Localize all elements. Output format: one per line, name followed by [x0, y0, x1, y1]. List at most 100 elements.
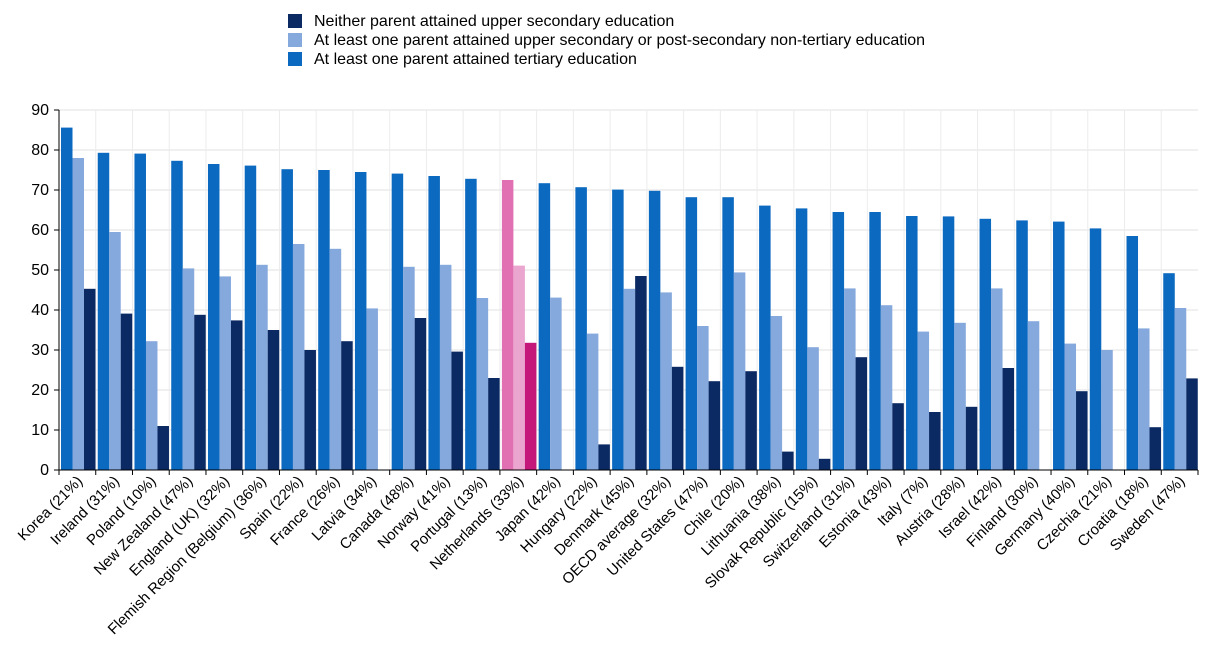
- bar-1-4: [194, 314, 206, 470]
- bar-3-21: [795, 208, 808, 470]
- bar-3-14: [538, 183, 551, 470]
- bar-3-26: [979, 218, 992, 470]
- bar-1-30: [1149, 427, 1162, 470]
- bar-3-18: [685, 197, 698, 470]
- x-axis-category-labels: Korea (21%)Ireland (31%)Poland (10%)New …: [15, 473, 1189, 638]
- bar-1-3: [157, 426, 169, 470]
- bar-3-27: [1016, 220, 1028, 470]
- y-axis-ticks: 0 10 20 30 40 50 60 70 80 90: [31, 102, 59, 479]
- bar-3-25: [942, 216, 955, 470]
- bar-1-22: [855, 357, 868, 470]
- bar-3-4: [171, 160, 183, 471]
- bar-2-29: [1101, 350, 1113, 470]
- bar-2-25: [954, 322, 966, 470]
- bar-3-3: [134, 153, 146, 470]
- bar-1-10: [414, 318, 427, 470]
- bar-3-8: [318, 170, 330, 470]
- y-tick-label-40: 40: [31, 302, 49, 319]
- bar-1-31: [1186, 378, 1198, 470]
- bar-1-21: [818, 458, 831, 470]
- y-tick-label-80: 80: [31, 142, 49, 159]
- bar-3-17: [648, 190, 661, 471]
- bar-1-25: [965, 406, 978, 470]
- legend-label-3: At least one parent attained tertiary ed…: [314, 51, 637, 68]
- bar-2-11: [439, 264, 452, 470]
- bar-3-29: [1089, 228, 1102, 470]
- y-tick-label-60: 60: [31, 222, 49, 239]
- bar-1-1: [84, 288, 96, 470]
- legend-swatch-1: [288, 14, 302, 28]
- y-tick-label-70: 70: [31, 182, 49, 199]
- bar-2-14: [550, 297, 562, 470]
- chart-axes: [58, 110, 1199, 475]
- bar-1-7: [304, 350, 316, 470]
- bar-3-1: [61, 127, 73, 470]
- bar-3-31: [1163, 273, 1175, 470]
- bar-3-30: [1126, 236, 1139, 470]
- bar-1-17: [671, 366, 684, 470]
- bar-3-12: [465, 178, 477, 471]
- chart-bars: [61, 127, 1198, 471]
- bar-2-30: [1138, 328, 1150, 470]
- y-tick-label-30: 30: [31, 342, 49, 359]
- bar-2-4: [182, 268, 195, 470]
- bar-2-31: [1174, 308, 1187, 470]
- bar-2-3: [145, 341, 158, 470]
- bar-3-5: [207, 164, 220, 470]
- legend-label-1: Neither parent attained upper secondary …: [314, 13, 674, 30]
- bar-3-11: [428, 176, 440, 470]
- bar-3-13: [501, 180, 514, 470]
- bar-1-24: [929, 412, 941, 470]
- bar-3-20: [759, 205, 771, 470]
- bar-3-22: [832, 212, 845, 470]
- bar-2-27: [1027, 321, 1040, 470]
- bar-1-18: [708, 381, 721, 470]
- bar-1-28: [1076, 391, 1088, 470]
- bar-2-7: [292, 244, 305, 470]
- bar-1-16: [635, 276, 647, 470]
- bar-2-21: [807, 347, 819, 470]
- bar-2-1: [72, 158, 84, 470]
- bar-2-2: [109, 232, 121, 470]
- bar-3-16: [612, 189, 624, 470]
- bar-2-15: [586, 333, 599, 470]
- bar-2-18: [697, 326, 709, 470]
- bar-3-9: [354, 172, 367, 470]
- y-tick-label-90: 90: [31, 102, 49, 119]
- bar-2-8: [329, 248, 342, 470]
- bar-2-12: [476, 298, 489, 470]
- bar-2-9: [366, 308, 378, 470]
- bar-2-5: [219, 276, 231, 470]
- bar-2-23: [880, 305, 893, 470]
- bar-2-10: [403, 266, 415, 470]
- bar-3-28: [1053, 221, 1065, 470]
- bar-1-23: [892, 403, 904, 470]
- bar-2-20: [770, 316, 783, 470]
- bar-1-5: [230, 320, 243, 470]
- bar-1-19: [745, 371, 757, 470]
- bar-2-19: [733, 272, 746, 470]
- y-tick-label-0: 0: [40, 462, 49, 479]
- bar-1-6: [267, 330, 280, 470]
- bar-2-6: [256, 264, 268, 470]
- legend-label-2: At least one parent attained upper secon…: [314, 32, 925, 49]
- bar-3-10: [391, 173, 404, 470]
- bar-1-15: [598, 444, 610, 470]
- legend-swatch-2: [288, 33, 302, 47]
- legend-swatch-3: [288, 52, 302, 66]
- bar-3-7: [281, 169, 293, 470]
- bar-2-17: [660, 292, 672, 470]
- bar-2-26: [991, 288, 1003, 470]
- bar-3-15: [575, 187, 587, 470]
- bar-1-11: [451, 351, 463, 470]
- bar-1-2: [120, 313, 133, 470]
- bar-2-24: [917, 331, 930, 470]
- bar-3-6: [244, 165, 257, 470]
- bar-1-8: [341, 341, 353, 470]
- bar-3-23: [869, 212, 881, 470]
- chart-legend: Neither parent attained upper secondary …: [288, 13, 925, 68]
- bar-1-26: [1002, 368, 1015, 470]
- y-tick-label-50: 50: [31, 262, 49, 279]
- y-tick-label-20: 20: [31, 382, 49, 399]
